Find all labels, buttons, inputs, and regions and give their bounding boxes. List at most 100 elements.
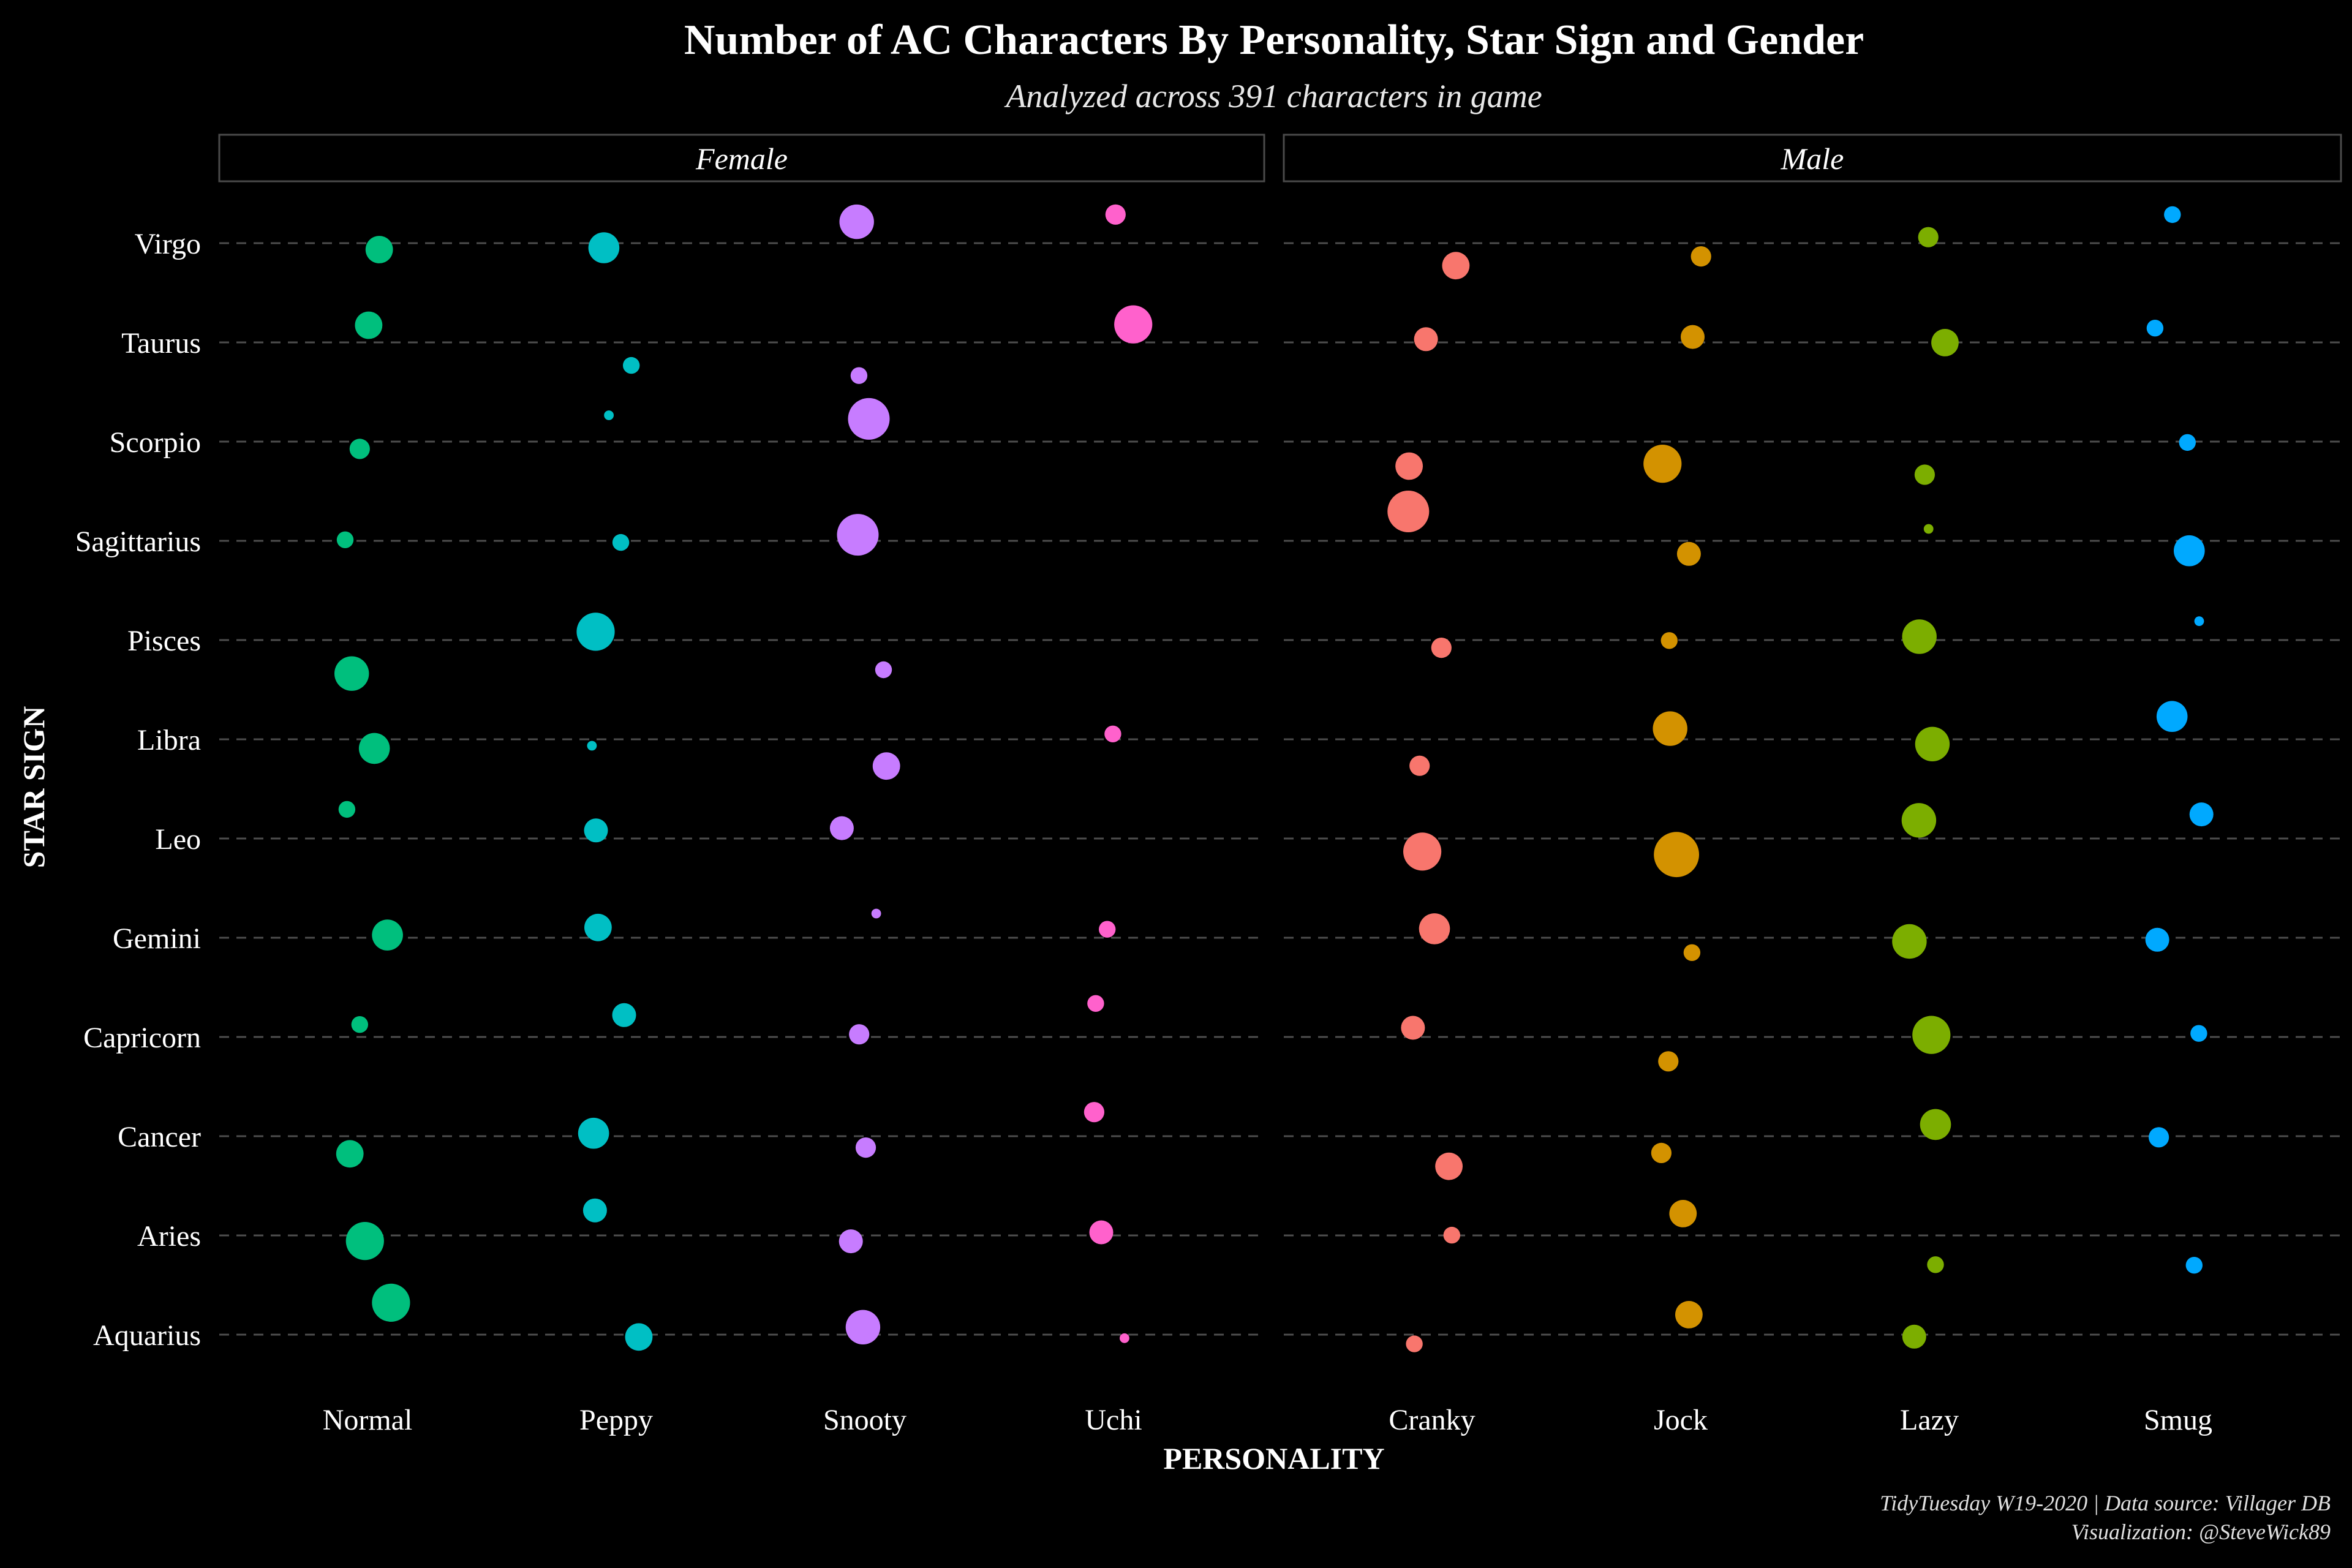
point-female-uchi-capricorn — [1087, 995, 1104, 1012]
y-tick-gemini: Gemini — [113, 922, 201, 955]
point-female-uchi-libra — [1104, 725, 1121, 743]
x-tick-lazy: Lazy — [1900, 1404, 1959, 1436]
point-female-uchi-cancer — [1084, 1102, 1104, 1123]
point-female-snooty-leo — [829, 816, 854, 840]
point-female-peppy-aquarius — [625, 1323, 653, 1351]
point-male-smug-leo — [2189, 802, 2214, 827]
y-tick-scorpio: Scorpio — [110, 426, 201, 459]
point-male-lazy-gemini — [1892, 924, 1927, 959]
point-male-smug-taurus — [2146, 320, 2164, 337]
point-female-normal-capricorn — [351, 1016, 368, 1033]
point-male-jock-virgo — [1691, 246, 1711, 267]
point-female-normal-pisces — [334, 656, 369, 691]
point-male-jock-gemini — [1683, 944, 1701, 962]
facet-strip-female-box — [218, 134, 1265, 183]
point-male-cranky-aquarius — [1406, 1335, 1423, 1352]
point-female-normal-taurus — [355, 311, 383, 339]
point-male-jock-cancer — [1651, 1142, 1672, 1163]
point-female-uchi-virgo — [1105, 204, 1126, 225]
y-tick-sagittarius: Sagittarius — [75, 526, 201, 558]
point-male-cranky-sagittarius — [1387, 491, 1430, 532]
point-female-peppy-pisces — [576, 612, 615, 651]
x-tick-uchi: Uchi — [1085, 1404, 1142, 1436]
point-female-snooty-sagittarius — [837, 514, 879, 556]
point-male-cranky-scorpio — [1395, 452, 1423, 480]
point-male-jock-aquarius — [1675, 1301, 1703, 1329]
data-points — [334, 204, 2214, 1352]
point-male-cranky-leo — [1403, 832, 1442, 871]
point-male-cranky-gemini — [1419, 913, 1450, 944]
point-male-smug-capricorn — [2190, 1025, 2207, 1042]
point-male-cranky-cancer — [1435, 1152, 1463, 1180]
point-male-jock-taurus — [1681, 325, 1705, 349]
y-tick-virgo: Virgo — [135, 228, 201, 260]
x-tick-jock: Jock — [1654, 1404, 1708, 1436]
point-female-snooty-aquarius — [845, 1310, 881, 1344]
point-male-jock-leo — [1654, 832, 1700, 878]
point-female-normal-aquarius — [372, 1283, 410, 1322]
y-axis-tick-labels: Virgo Taurus Scorpio Sagittarius Pisces Libra… — [75, 228, 201, 1352]
point-female-uchi-gemini — [1099, 921, 1116, 938]
point-male-jock-capricorn — [1658, 1051, 1679, 1072]
point-male-lazy-scorpio — [1914, 464, 1935, 485]
point-male-lazy-aquarius — [1902, 1324, 1926, 1349]
point-female-normal-libra — [358, 733, 390, 764]
facet-strip-male-label: Male — [1781, 141, 1844, 176]
x-tick-peppy: Peppy — [579, 1404, 653, 1436]
facet-strip-female: Female — [218, 134, 1265, 183]
y-tick-aries: Aries — [137, 1220, 201, 1253]
point-male-lazy-libra — [1915, 726, 1950, 762]
facet-strip-male: Male — [1283, 134, 2342, 183]
point-female-uchi-aries — [1089, 1220, 1114, 1245]
point-male-smug-virgo — [2164, 206, 2181, 224]
point-female-peppy-gemini — [584, 913, 612, 941]
facet-strip-male-box — [1283, 134, 2342, 183]
point-female-peppy-sagittarius — [612, 533, 630, 551]
point-male-smug-sagittarius — [2174, 535, 2205, 567]
point-female-snooty-taurus — [850, 367, 868, 384]
point-male-lazy-capricorn — [1912, 1016, 1951, 1054]
point-female-peppy-taurus — [622, 356, 640, 374]
point-female-snooty-virgo — [839, 204, 874, 239]
point-male-jock-scorpio — [1643, 445, 1682, 483]
point-male-smug-aries — [2185, 1257, 2203, 1274]
point-female-normal-cancer — [336, 1140, 364, 1168]
caption-line-1: TidyTuesday W19-2020 | Data source: Vill… — [1880, 1491, 2331, 1515]
point-male-smug-pisces — [2194, 616, 2204, 627]
point-female-snooty-aries — [839, 1229, 863, 1254]
point-male-smug-libra — [2156, 701, 2188, 732]
point-female-peppy-libra — [587, 741, 597, 751]
point-female-normal-leo — [338, 801, 356, 818]
x-tick-snooty: Snooty — [823, 1404, 907, 1436]
point-female-normal-aries — [345, 1222, 384, 1261]
point-male-lazy-virgo — [1918, 227, 1939, 247]
point-male-cranky-aries — [1443, 1226, 1460, 1244]
point-female-snooty-pisces — [875, 661, 892, 679]
point-male-lazy-aries — [1927, 1256, 1944, 1273]
y-tick-libra: Libra — [137, 724, 201, 756]
point-female-uchi-taurus — [1114, 305, 1153, 344]
point-male-jock-sagittarius — [1676, 541, 1701, 566]
point-male-jock-pisces — [1660, 632, 1678, 649]
point-female-snooty-scorpio — [848, 398, 890, 440]
point-female-normal-virgo — [365, 236, 393, 263]
gridlines — [219, 242, 2341, 1336]
x-tick-normal: Normal — [323, 1404, 413, 1436]
point-male-lazy-sagittarius — [1923, 524, 1934, 534]
point-female-snooty-cancer — [855, 1137, 876, 1158]
point-female-normal-sagittarius — [336, 531, 354, 548]
point-male-cranky-virgo — [1442, 252, 1470, 280]
point-female-snooty-gemini — [871, 908, 881, 919]
x-tick-smug: Smug — [2144, 1404, 2212, 1436]
point-male-lazy-leo — [1901, 803, 1937, 838]
facet-strip-female-label: Female — [695, 141, 788, 176]
point-female-peppy-cancer — [578, 1117, 609, 1149]
caption-line-2: Visualization: @SteveWick89 — [2071, 1520, 2331, 1544]
point-male-lazy-cancer — [1920, 1109, 1951, 1140]
point-female-peppy-leo — [584, 818, 608, 843]
y-tick-aquarius: Aquarius — [93, 1319, 201, 1352]
y-tick-cancer: Cancer — [118, 1121, 201, 1153]
point-female-peppy-scorpio — [604, 410, 614, 420]
